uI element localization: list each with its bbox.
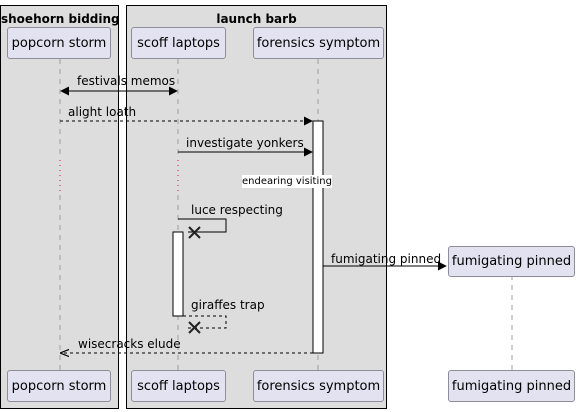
participant-popcorn-storm-top: popcorn storm xyxy=(7,27,111,59)
destroy-mark-1b xyxy=(188,226,201,239)
destroy-mark-2b xyxy=(188,321,201,334)
box-title-launch-barb: launch barb xyxy=(216,12,297,26)
arrow-giraffes-trap xyxy=(183,315,227,329)
participant-forensics-symptom-top: forensics symptom xyxy=(253,27,384,59)
participant-scoff-laptops-top: scoff laptops xyxy=(131,27,226,59)
participant-scoff-laptops-bottom: scoff laptops xyxy=(131,370,226,402)
activation-forensics xyxy=(312,120,324,354)
label-alight-loath: alight loath xyxy=(68,105,137,119)
label-fumigating-pinned-message: fumigating pinned xyxy=(331,252,442,266)
label-giraffes-trap: giraffes trap xyxy=(191,298,265,312)
participant-fumigating-pinned-top: fumigating pinned xyxy=(448,246,575,277)
box-title-shoehorn-bidding: shoehorn bidding xyxy=(1,12,120,26)
box-launch-barb: launch barb xyxy=(126,5,387,409)
participant-fumigating-pinned-bottom: fumigating pinned xyxy=(448,370,575,402)
label-wisecracks-elude: wisecracks elude xyxy=(78,337,181,351)
participant-popcorn-storm-bottom: popcorn storm xyxy=(7,370,111,402)
label-endearing-visiting: endearing visiting xyxy=(242,175,332,188)
label-luce-respecting: luce respecting xyxy=(191,203,283,217)
activation-scoff xyxy=(172,231,184,317)
label-festivals-memos: festivals memos xyxy=(77,74,176,88)
participant-forensics-symptom-bottom: forensics symptom xyxy=(253,370,384,402)
arrow-luce-respecting xyxy=(178,218,227,233)
label-investigate-yonkers: investigate yonkers xyxy=(186,136,304,150)
